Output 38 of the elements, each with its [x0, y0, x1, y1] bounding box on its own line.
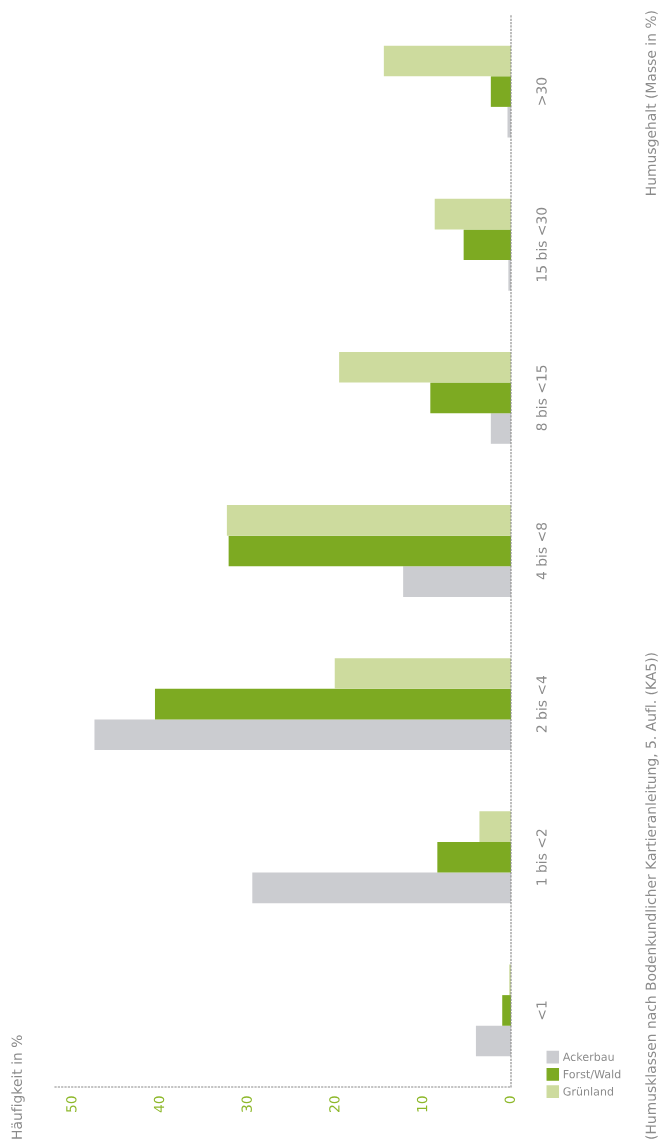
x-tick-label: 10: [416, 1096, 428, 1112]
bar: [507, 106, 511, 138]
bar: [502, 995, 511, 1026]
bar: [228, 535, 511, 567]
text: Häufigkeit in %: [11, 1035, 25, 1139]
bar: [437, 841, 511, 873]
y-tick-label: <1: [536, 1001, 547, 1020]
bar: [434, 198, 511, 230]
y-tick-label: 1 bis <2: [536, 829, 547, 885]
bar: [463, 229, 511, 261]
bar: [403, 566, 511, 597]
y-tick-label: 15 bis <30: [536, 207, 547, 282]
y-tick-label: 8 bis <15: [536, 365, 547, 431]
x-tick-label: 30: [241, 1096, 252, 1112]
bar: [252, 872, 511, 904]
x-tick-label: 20: [329, 1096, 340, 1112]
bar: [490, 76, 511, 107]
bar: [334, 658, 511, 689]
x-tick-label: 0: [504, 1096, 516, 1104]
bar: [154, 688, 511, 720]
legend-label: Ackerbau: [562, 1052, 614, 1061]
legend-label: Grünland: [563, 1087, 614, 1096]
y-tick-label: 2 bis <4: [536, 675, 547, 733]
bar: [226, 505, 511, 536]
y-tick-label: 4 bis <8: [536, 522, 547, 580]
bar: [94, 719, 511, 751]
bar: [430, 382, 511, 414]
bar: [490, 413, 511, 444]
text: (Humusklassen nach Bodenkundlicher Kartieranleitung, 5. Aufl. (KA5)): [645, 653, 659, 1139]
bar: [383, 45, 511, 77]
text: Humusgehalt (Masse in %): [645, 11, 659, 195]
bar: [479, 811, 511, 842]
y-tick-label: >30: [536, 77, 547, 105]
legend-label: Forst/Wald: [563, 1069, 621, 1080]
x-tick-label: 40: [153, 1096, 165, 1113]
bar: [339, 351, 511, 383]
bar: [475, 1025, 511, 1057]
x-tick-label: 50: [66, 1096, 77, 1112]
